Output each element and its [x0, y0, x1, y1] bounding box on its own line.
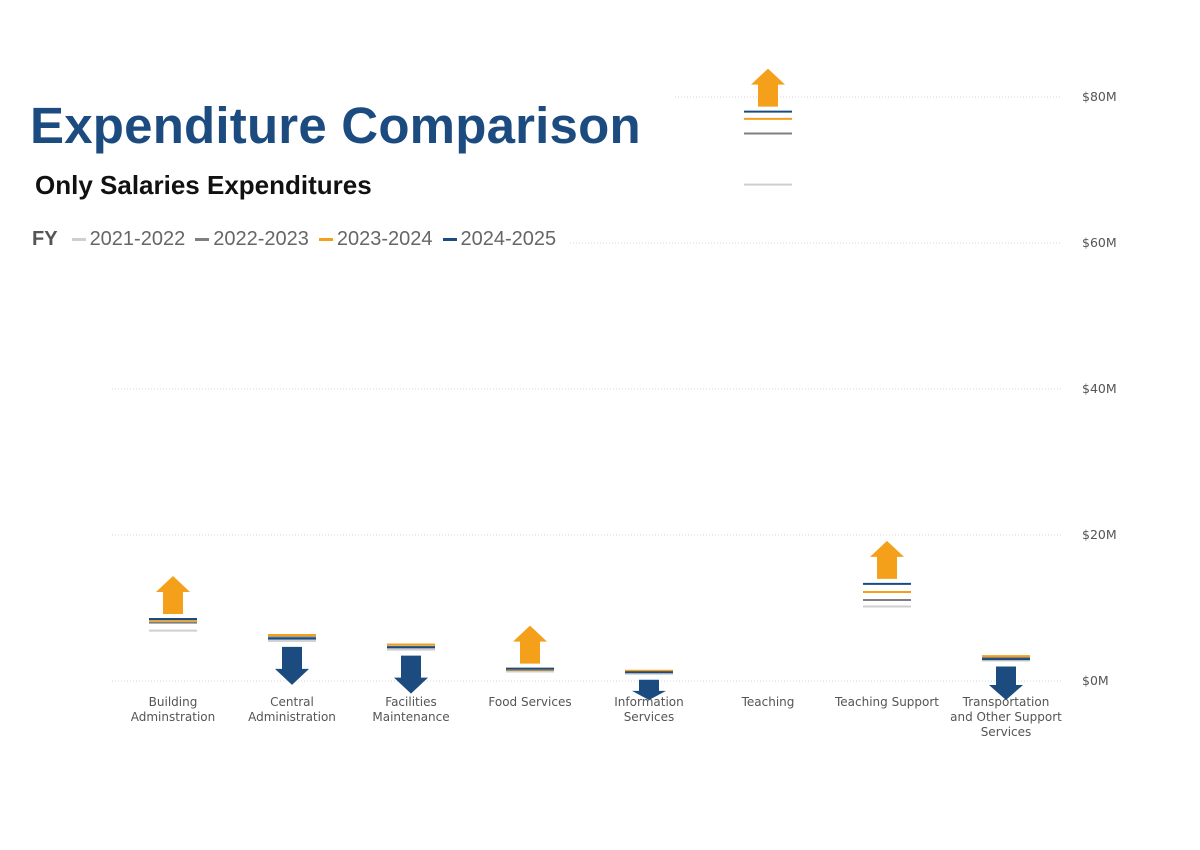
- x-category-label-line: Transportation: [962, 695, 1050, 709]
- x-category-label-line: and Other Support: [950, 710, 1062, 724]
- x-category-label: Transportation and Other Support Services: [950, 695, 1062, 739]
- x-category-label-line: Teaching Support: [834, 695, 939, 709]
- x-category-label-line: Food Services: [488, 695, 571, 709]
- increase-arrow-icon: [513, 625, 547, 664]
- decrease-arrow-icon: [632, 679, 666, 700]
- y-tick-label: $80M: [1082, 89, 1117, 104]
- x-category-label: Teaching: [741, 695, 795, 709]
- x-category-label: Facilities Maintenance: [372, 695, 449, 724]
- increase-arrow-icon: [751, 68, 785, 107]
- x-axis-labels: Building Adminstration Central Administrati…: [131, 695, 1062, 739]
- decrease-arrow-icon: [394, 655, 428, 694]
- x-category-label-line: Services: [981, 725, 1032, 739]
- legend-swatch: [442, 238, 457, 241]
- legend-item-2024-2025[interactable]: 2024-2025: [442, 228, 557, 251]
- y-tick-label: $20M: [1082, 527, 1117, 542]
- legend-label: 2024-2025: [460, 228, 557, 250]
- gridlines: [112, 96, 1062, 682]
- decrease-arrow-icon: [989, 666, 1023, 700]
- increase-arrow-icon: [156, 575, 190, 614]
- change-arrows: [156, 68, 1023, 700]
- legend-item-2022-2023[interactable]: 2022-2023: [195, 228, 309, 251]
- legend-label: 2023-2024: [336, 228, 433, 250]
- x-category-label-line: Maintenance: [372, 710, 449, 724]
- legend-title: FY: [32, 228, 58, 250]
- y-tick-label: $0M: [1082, 673, 1109, 688]
- legend-item-2023-2024[interactable]: 2023-2024: [318, 228, 433, 251]
- x-category-label-line: Information: [614, 695, 683, 709]
- legend-label: 2022-2023: [213, 228, 309, 250]
- y-axis-ticks: $0M $20M $40M $60M $80M: [1082, 89, 1117, 688]
- legend-swatch: [71, 238, 86, 241]
- x-category-label: Central Administration: [248, 695, 336, 724]
- x-category-label-line: Central: [270, 695, 314, 709]
- x-category-label-line: Facilities: [385, 695, 436, 709]
- x-category-label: Information Services: [614, 695, 683, 724]
- y-tick-label: $60M: [1082, 235, 1117, 250]
- legend: FY 2021-2022 2022-2023 2023-2024 2024-20…: [32, 228, 566, 251]
- y-tick-label: $40M: [1082, 381, 1117, 396]
- x-category-label: Food Services: [488, 695, 571, 709]
- decrease-arrow-icon: [275, 646, 309, 685]
- x-category-label-line: Services: [624, 710, 675, 724]
- legend-swatch: [318, 238, 333, 241]
- chart-title: Expenditure Comparison: [30, 97, 641, 154]
- legend-item-2021-2022[interactable]: 2021-2022: [71, 228, 186, 251]
- chart-subtitle: Only Salaries Expenditures: [35, 170, 372, 200]
- chart-marks: [149, 110, 1030, 675]
- increase-arrow-icon: [870, 540, 904, 579]
- x-category-label: Teaching Support: [834, 695, 939, 709]
- x-category-label-line: Teaching: [741, 695, 795, 709]
- x-category-label-line: Building: [149, 695, 198, 709]
- legend-swatch: [195, 238, 210, 241]
- x-category-label-line: Adminstration: [131, 710, 215, 724]
- x-category-label: Building Adminstration: [131, 695, 215, 724]
- x-category-label-line: Administration: [248, 710, 336, 724]
- legend-label: 2021-2022: [89, 228, 186, 250]
